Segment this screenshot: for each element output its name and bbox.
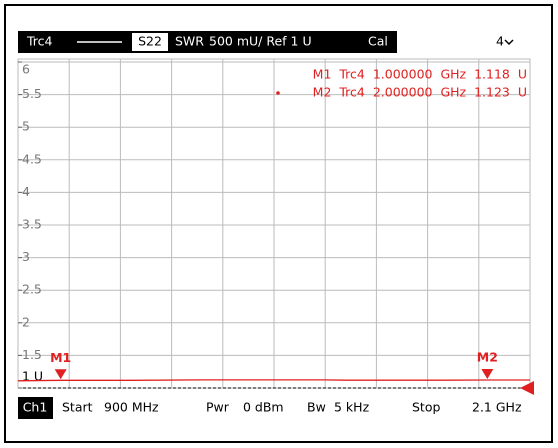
bw-label: Bw: [307, 400, 326, 415]
param[interactable]: S22: [138, 34, 162, 49]
y-tick-label: 1 U: [22, 369, 43, 384]
channel-count[interactable]: 4: [496, 34, 504, 49]
format[interactable]: SWR: [175, 34, 204, 49]
cal[interactable]: Cal: [368, 34, 388, 49]
pwr-label: Pwr: [206, 400, 230, 415]
y-tick-label: 3: [22, 249, 30, 264]
trace: [17, 379, 530, 382]
ref-arrow: [520, 381, 534, 395]
trace-name: Trc4: [26, 34, 53, 49]
y-tick-label: 4: [22, 184, 30, 199]
stop[interactable]: 2.1 GHz: [472, 400, 522, 415]
marker: [54, 369, 67, 380]
channel[interactable]: Ch1: [23, 400, 48, 415]
y-tick-label: 2.5: [22, 282, 42, 297]
marker-label: M2: [477, 349, 498, 364]
y-tick-label: 5: [22, 119, 30, 134]
channel-box: [18, 397, 53, 419]
y-tick-label: 6: [22, 62, 30, 77]
start-label: Start: [62, 400, 93, 415]
stop-label: Stop: [412, 400, 440, 415]
param-box[interactable]: [132, 33, 168, 51]
header-bar: [18, 31, 397, 53]
y-tick-label: 5.5: [22, 86, 42, 101]
scale[interactable]: 500 mU/ Ref 1 U: [209, 34, 312, 49]
marker-label: M1: [50, 350, 71, 365]
active-dot: [276, 91, 280, 95]
frame: [4, 4, 553, 443]
pwr[interactable]: 0 dBm: [243, 400, 284, 415]
y-tick-label: 4.5: [22, 151, 42, 166]
y-tick-label: 1.5: [22, 347, 42, 362]
y-tick-label: 2: [22, 314, 30, 329]
marker-readout: M2 Trc4 2.000000 GHz 1.123 U: [313, 85, 527, 100]
start[interactable]: 900 MHz: [104, 400, 159, 415]
y-tick-label: 3.5: [22, 217, 42, 232]
marker: [481, 368, 494, 379]
chevron[interactable]: [504, 39, 514, 46]
marker-readout: M1 Trc4 1.000000 GHz 1.118 U: [313, 67, 527, 82]
bw[interactable]: 5 kHz: [334, 400, 370, 415]
